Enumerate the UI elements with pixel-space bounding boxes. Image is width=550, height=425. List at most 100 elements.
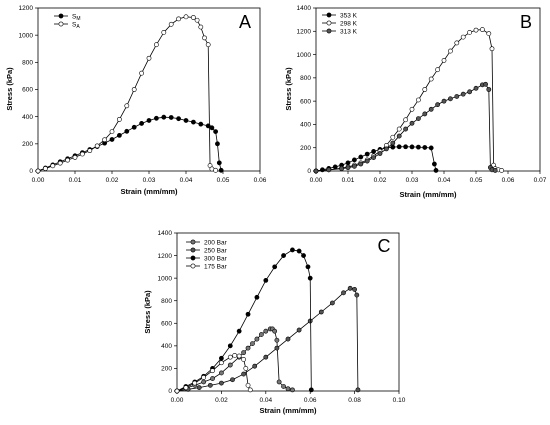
panel-c-legend-marker [190,247,196,253]
panel-b-series-3-point [396,133,402,139]
panel-a-legend-marker [58,13,64,19]
panel-c-legend-label: 300 Bar [204,255,228,262]
panel-b-series-1 [313,144,439,174]
panel-b-series-3-point [428,106,434,112]
panel-c-ytick-label: 1200 [158,253,173,260]
panel-c-series-1-point [227,362,233,368]
panel-a-series-2-point [109,129,115,135]
panel-c-series-4-point [245,382,251,388]
panel-b-series-3-point [351,163,357,169]
panel-c-series-1-point [274,337,280,343]
panel-b-series-2-point [435,67,440,73]
panel-c-series-4-point [174,388,180,394]
panel-c-series-4-point [183,385,189,391]
panel-c-ytick-label: 200 [161,366,172,373]
panel-b-ytick-label: 1200 [297,28,312,35]
panel-c-series-3-point [227,343,233,349]
panel-c-series-1-point [290,387,295,393]
panel-b-series-2-point [390,134,396,140]
panel-a-series-1-point [161,114,167,120]
panel-b-series-1-point [415,144,421,150]
panel-c-series-2-point [230,377,235,383]
panel-a-series-1-point [109,137,115,142]
panel-b-series-3-point [339,166,344,172]
panel-c-series-1-point [245,345,251,351]
panel-a-series-2 [35,14,218,174]
panel-a-series-2-point [183,14,189,20]
panel-b-series-3-point [383,146,389,152]
panel-b-series-1-point [390,144,396,150]
panel-b-series-3-point [422,111,428,117]
panel-b-ytick-label: 600 [300,98,311,105]
panel-b-series-1-point [396,144,402,150]
panel-b-series-2-point [454,40,460,46]
panel-c-series-3 [174,247,314,394]
panel-c-series-2 [174,285,361,394]
panel-c-xtick-label: 0.00 [171,397,184,404]
panel-c-series-2-point [263,354,269,360]
panel-b-series-2-point [415,97,421,103]
panel-a-series-1-point [139,121,144,126]
panel-b-xtick-label: 0.03 [406,177,419,184]
panel-c-series-2-point [347,285,353,291]
panel-a-series-1-point [198,121,204,127]
panel-c-ytick-label: 600 [161,320,172,327]
panel-a-series-1-point [209,125,215,131]
panel-a: A Strain (mm/mm) Stress (kPa) 0.00 0.01 0.… [5,5,267,196]
panel-b-series-3-point [377,151,383,156]
panel-c-series-4-point [201,375,207,380]
panel-c-ytick-label: 1000 [158,275,173,282]
panel-c-series-3-point [272,264,278,270]
panel-b-series-2-point [489,46,495,52]
panel-b-series-3-point [403,126,408,132]
panel-c-series-4-point [247,387,253,393]
panel-b-ytick-label: 1400 [297,5,312,12]
panel-c-series-2-point [285,336,291,342]
panel-c-series-4-point [218,360,224,366]
panel-c-series-1-point [254,336,260,342]
panel-b-xtick-label: 0.00 [310,177,323,184]
panel-c-legend-marker [190,263,196,269]
panel-b-series-1-point [428,145,434,151]
panel-a-legend-label-sub: M [76,16,80,22]
panel-a-series-2-point [153,42,159,48]
panel-c-series-2-point [354,292,360,298]
panel-a-series-1-point [216,160,222,166]
panel-b-legend-marker [326,28,332,34]
panel-c-series-4-point [210,368,215,374]
panel-b-series-3-point [460,91,466,97]
panel-c-series-3-point [263,277,269,283]
panel-b-legend-label: 313 K [340,28,358,35]
panel-b-legend-marker [326,20,332,26]
panel-c-series-3-point [290,247,295,253]
panel-b-xtick-label: 0.04 [438,177,451,184]
panel-a-series-1 [35,114,224,174]
panel-c-series-3-point [305,264,311,270]
panel-b-series-1-point [403,144,408,150]
panel-b-plot-area [315,7,541,172]
panel-c: C Strain (mm/mm) Stress (kPa) 0.00 0.02 0.… [143,230,406,415]
panel-c-series-2-point [329,300,335,306]
panel-a-series-2-point [202,35,207,41]
panel-c-series-2-point [252,363,258,369]
panel-a-series-2-point [168,21,174,27]
panel-c-series-1-point [272,328,278,334]
panel-a-ylabel: Stress (kPa) [5,67,14,111]
panel-c-series-2-point [241,371,246,377]
panel-b-series-2-point [467,30,472,35]
panel-a-xtick-label: 0.03 [143,177,156,184]
panel-a-series-2-point [124,103,130,109]
panel-c-series-4-point [243,366,249,371]
panel-a-series-2-point [65,157,70,163]
panel-b-ylabel: Stress (kPa) [284,67,293,111]
panel-c-xtick-label: 0.02 [215,397,228,404]
panel-c-series-1-line [176,328,293,392]
panel-a-letter: A [239,12,251,32]
panel-a-ytick-label: 1000 [19,32,34,39]
panel-b-xtick-label: 0.07 [534,177,547,184]
panel-c-series-1-point [263,328,269,334]
panel-a-series-2-point [205,42,211,48]
panel-a-series-2-point [213,167,218,173]
